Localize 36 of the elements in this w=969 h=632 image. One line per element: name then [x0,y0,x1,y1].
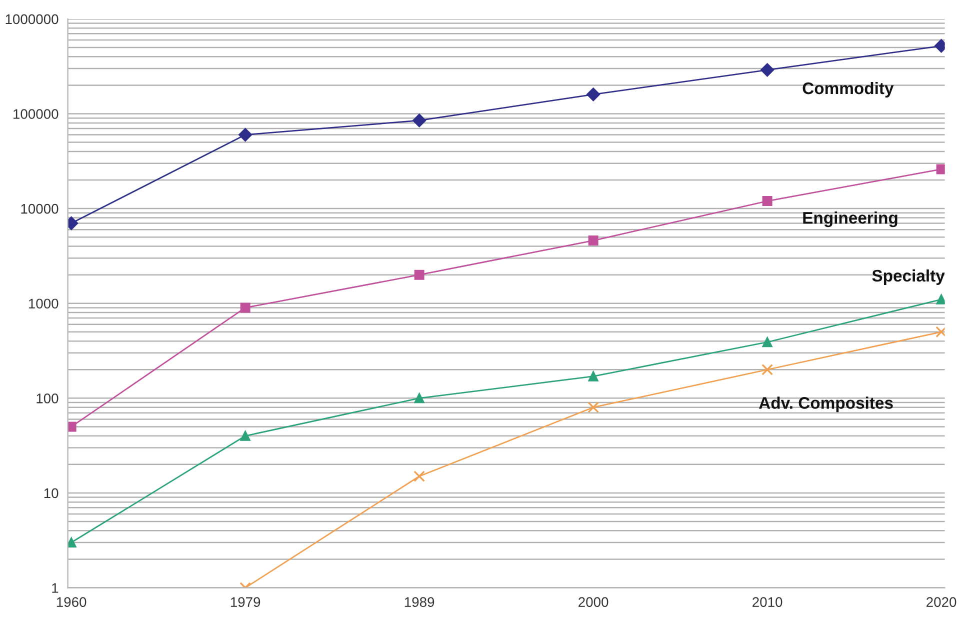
y-tick-label: 1000 [28,298,58,309]
point [68,538,76,548]
point [588,402,599,414]
x-tick-label: 2000 [578,597,608,607]
point [936,164,945,174]
point [588,236,598,246]
series-label: Specialty [872,269,945,285]
y-tick-label: 10000 [21,204,58,214]
point [68,422,76,432]
y-tick-label: 100000 [14,109,58,119]
point [412,114,426,128]
point [762,196,772,206]
point [588,371,598,382]
x-tick-label: 1960 [56,597,86,607]
y-tick-label: 1000000 [6,14,58,24]
point [414,393,424,404]
series-label: Commodity [802,82,894,98]
series-label: Adv. Composites [759,396,893,412]
point [240,302,250,313]
point [238,128,252,142]
point [762,337,772,348]
y-tick-label: 100 [36,393,58,404]
point [936,294,945,304]
y-tick-label: 1 [52,583,58,593]
series-label: Engineering [803,211,898,228]
point [414,470,425,482]
x-tick-label: 2010 [752,597,782,607]
x-tick-label: 2020 [926,597,956,607]
y-tick-label: 10 [44,488,58,498]
point [762,364,773,376]
point [414,270,424,280]
x-tick-label: 1989 [404,597,434,607]
point [760,63,774,77]
x-tick-label: 1979 [230,597,260,607]
point [586,88,600,102]
point [240,430,250,441]
